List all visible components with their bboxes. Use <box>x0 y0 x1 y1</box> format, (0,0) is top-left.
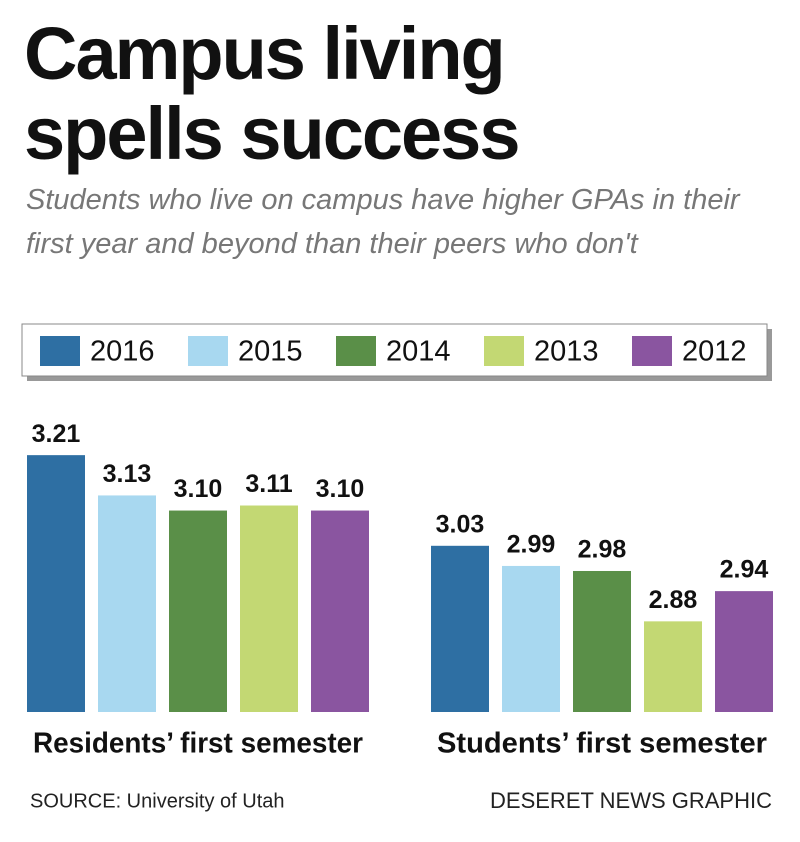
legend-swatch <box>40 336 80 366</box>
value-label: 3.11 <box>245 470 292 498</box>
legend-label: 2014 <box>386 336 451 368</box>
category-label: Residents’ first semester <box>33 728 363 760</box>
value-label: 3.13 <box>103 460 152 488</box>
legend-swatch <box>484 336 524 366</box>
chart-subtitle: Students who live on campus have higher … <box>26 184 740 260</box>
value-label: 2.98 <box>578 536 627 564</box>
source: SOURCE: University of Utah <box>30 790 285 812</box>
bar <box>98 495 156 712</box>
legend-swatch <box>336 336 376 366</box>
legend-label: 2013 <box>534 336 599 368</box>
value-label: 3.03 <box>436 510 485 538</box>
bar <box>502 565 560 712</box>
bar <box>240 505 298 712</box>
bar <box>431 545 489 712</box>
value-label: 3.10 <box>174 475 223 503</box>
value-label: 3.10 <box>316 475 365 503</box>
bar <box>715 591 773 712</box>
legend-swatch <box>632 336 672 366</box>
legend-label: 2016 <box>90 336 155 368</box>
value-label: 2.88 <box>649 586 698 614</box>
legend-swatch <box>188 336 228 366</box>
credit: DESERET NEWS GRAPHIC <box>490 788 772 813</box>
legend-label: 2012 <box>682 336 747 368</box>
bar <box>311 510 369 712</box>
value-label: 3.21 <box>32 420 81 448</box>
value-label: 2.99 <box>507 531 556 559</box>
category-label: Students’ first semester <box>437 728 767 760</box>
bar <box>169 510 227 712</box>
chart-title: Campus living spells success <box>24 12 520 175</box>
value-label: 2.94 <box>720 556 769 584</box>
bar <box>27 455 85 712</box>
bar <box>573 570 631 712</box>
bar <box>644 621 702 712</box>
legend-label: 2015 <box>238 336 303 368</box>
